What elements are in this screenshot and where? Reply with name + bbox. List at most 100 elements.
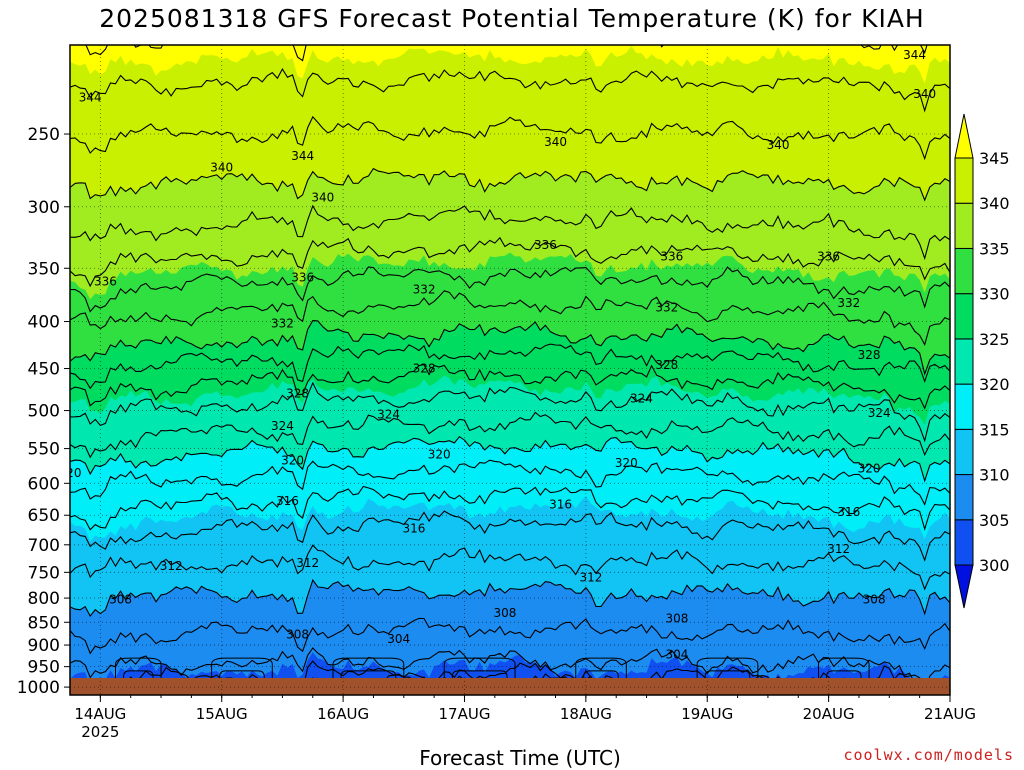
colorbar-label: 345 bbox=[979, 149, 1010, 168]
contour-label: 316 bbox=[837, 505, 860, 519]
y-tick-label: 500 bbox=[28, 402, 60, 422]
y-tick-label: 600 bbox=[28, 474, 60, 494]
bl-contour bbox=[583, 670, 619, 678]
colorbar-swatch-310 bbox=[954, 428, 974, 476]
contour-330 bbox=[70, 320, 950, 376]
contour-340 bbox=[70, 167, 950, 202]
y-tick-label: 400 bbox=[28, 313, 60, 333]
y-tick-label: 450 bbox=[28, 360, 60, 380]
bl-contour bbox=[443, 657, 516, 678]
contour-label: 328 bbox=[858, 348, 881, 362]
contour-316 bbox=[70, 485, 950, 531]
contour-338 bbox=[70, 204, 950, 261]
contour-308 bbox=[70, 617, 950, 655]
colorbar-swatch-315 bbox=[954, 383, 974, 430]
x-axis: 14AUG 15AUG 16AUG 17AUG 18AUG 19AUG 20AUG 21AUG… bbox=[74, 695, 976, 741]
bl-contour bbox=[332, 657, 405, 678]
bl-contour bbox=[818, 657, 870, 678]
x-axis-title: Forecast Time (UTC) bbox=[419, 746, 621, 770]
x-tick-label: 15AUG bbox=[196, 705, 248, 723]
contour-label: 316 bbox=[549, 498, 572, 512]
bl-contour bbox=[451, 670, 508, 678]
contour-332 bbox=[70, 290, 950, 346]
contour-label: 332 bbox=[413, 282, 436, 296]
contour-label: 340 bbox=[311, 190, 334, 204]
contour-label: 312 bbox=[296, 556, 319, 570]
colorbar-swatch-300 bbox=[954, 519, 974, 566]
contour-label: 324 bbox=[868, 406, 891, 420]
contour-label: 328 bbox=[655, 358, 678, 372]
bl-contour bbox=[704, 670, 751, 678]
x-tick-label: 20AUG bbox=[803, 705, 855, 723]
contour-label: 340 bbox=[544, 135, 567, 149]
contour-label: 336 bbox=[534, 238, 557, 252]
contour-label: 312 bbox=[579, 571, 602, 585]
colorbar-swatch-305 bbox=[954, 474, 974, 521]
x-tick-label: 16AUG bbox=[317, 705, 369, 723]
x-tick-label: 18AUG bbox=[560, 705, 612, 723]
contour-label: 324 bbox=[271, 419, 294, 433]
contour-label: 336 bbox=[94, 275, 117, 289]
contour-label: 320 bbox=[615, 456, 638, 470]
colorbar-swatch-340 bbox=[954, 157, 974, 204]
contour-label: 344 bbox=[79, 90, 102, 104]
contour-label: 308 bbox=[863, 593, 886, 607]
contour-label: 332 bbox=[837, 296, 860, 310]
x-tick-label: 17AUG bbox=[439, 705, 491, 723]
contour-label: 324 bbox=[377, 408, 400, 422]
contour-label: 308 bbox=[286, 627, 309, 641]
contour-label: 340 bbox=[767, 138, 790, 152]
colorbar-high-extension bbox=[954, 113, 974, 159]
contour-label-layer: 344 340 344 340 340 340 344 340 336 336 336 336 336 3… bbox=[43, 48, 936, 661]
colorbar-label: 320 bbox=[979, 375, 1010, 394]
bl-contour bbox=[123, 670, 154, 678]
contour-label: 320 bbox=[281, 454, 304, 468]
grid-layer bbox=[70, 45, 951, 695]
contour-324 bbox=[70, 381, 950, 443]
x-tick-label: 14AUG bbox=[74, 705, 126, 723]
contour-322 bbox=[70, 411, 950, 459]
contour-label: 312 bbox=[160, 559, 183, 573]
contour-326 bbox=[70, 363, 950, 410]
contour-334 bbox=[70, 266, 950, 313]
contour-label: 316 bbox=[402, 522, 425, 536]
y-tick-label: 950 bbox=[28, 658, 60, 678]
contour-label: 328 bbox=[286, 386, 309, 400]
contour-label: 308 bbox=[665, 611, 688, 625]
contour-328 bbox=[70, 343, 950, 390]
contour-label: 336 bbox=[660, 250, 683, 264]
colorbar-swatch-320 bbox=[954, 338, 974, 385]
y-tick-label: 700 bbox=[28, 536, 60, 556]
bl-contour bbox=[575, 657, 627, 678]
contour-label: 328 bbox=[48, 383, 71, 397]
credit-link[interactable]: coolwx.com/models bbox=[843, 746, 1014, 764]
contour-336 bbox=[70, 236, 950, 288]
y-tick-label: 800 bbox=[28, 589, 60, 609]
contour-348 bbox=[70, 0, 950, 33]
colorbar-low-extension bbox=[954, 564, 974, 609]
contour-label: 340 bbox=[913, 87, 936, 101]
plot-frame bbox=[69, 44, 951, 696]
contour-label: 316 bbox=[276, 494, 299, 508]
colorbar-label: 330 bbox=[979, 285, 1010, 304]
contour-label: 312 bbox=[827, 542, 850, 556]
y-tick-label: 550 bbox=[28, 440, 60, 460]
contour-342 bbox=[70, 115, 950, 161]
contour-318 bbox=[70, 459, 950, 506]
contour-label: 308 bbox=[493, 606, 516, 620]
contour-312 bbox=[70, 544, 950, 591]
colorbar-label: 340 bbox=[979, 194, 1010, 213]
contour-320 bbox=[70, 435, 950, 483]
contour-label: 304 bbox=[387, 632, 410, 646]
contour-306 bbox=[70, 647, 950, 695]
contour-label: 308 bbox=[109, 593, 132, 607]
contour-label: 332 bbox=[655, 300, 678, 314]
colorbar-label: 315 bbox=[979, 420, 1010, 439]
contour-label: 324 bbox=[630, 391, 653, 405]
y-tick-label: 250 bbox=[28, 125, 60, 145]
contour-314 bbox=[70, 510, 950, 562]
contour-344 bbox=[70, 68, 950, 113]
contour-label: 332 bbox=[43, 334, 66, 348]
